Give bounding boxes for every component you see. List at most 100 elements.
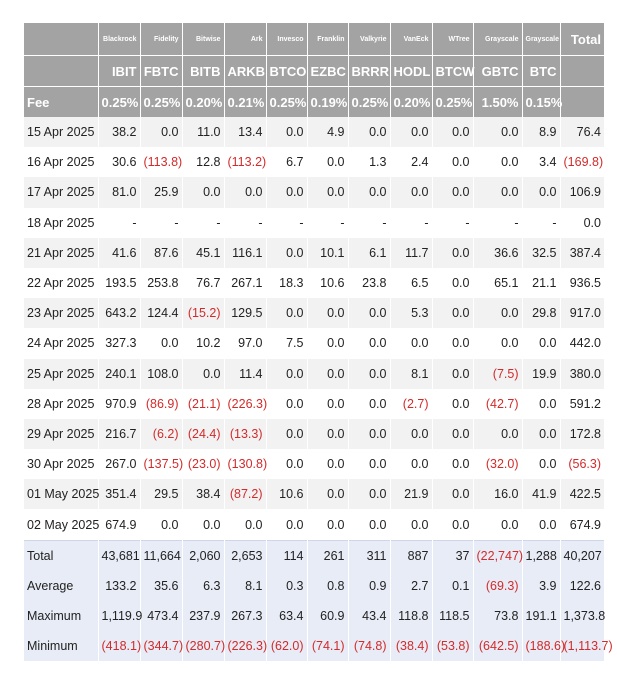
summary-cell: 2,060 (182, 539, 225, 571)
flow-cell: 41.6 (98, 237, 141, 268)
ticker-header: BTC (522, 55, 561, 87)
fee-cell: 0.25% (348, 86, 391, 117)
summary-cell: 1,288 (522, 539, 561, 571)
flow-cell: 0.0 (432, 509, 474, 541)
summary-total-cell: 40,207 (560, 539, 604, 571)
flow-cell: 0.0 (266, 177, 308, 208)
flow-cell: 0.0 (348, 449, 391, 480)
flow-cell: (42.7) (473, 388, 523, 419)
flow-cell: 0.0 (473, 177, 523, 208)
summary-cell: (74.8) (348, 631, 391, 662)
flow-cell: 29.8 (522, 298, 561, 329)
ticker-header: BITB (182, 55, 225, 87)
row-total-cell: (56.3) (560, 449, 604, 480)
flow-cell: 6.1 (348, 237, 391, 268)
summary-total-cell: 122.6 (560, 570, 604, 601)
flow-cell: (113.2) (224, 147, 267, 178)
flow-cell: 0.0 (348, 328, 391, 359)
table-summary: Total 43,681 11,664 2,060 2,653 114 261 311 887 3… (24, 539, 613, 662)
row-total-cell: 674.9 (560, 509, 604, 541)
flow-cell: 0.0 (348, 298, 391, 329)
flow-cell: 0.0 (307, 147, 349, 178)
ticker-total-blank (560, 55, 604, 87)
flow-cell: 32.5 (522, 237, 561, 268)
row-total-cell: (169.8) (560, 147, 604, 178)
date-cell: 28 Apr 2025 (24, 388, 99, 419)
summary-cell: 6.3 (182, 570, 225, 601)
issuer-header: Grayscale (522, 23, 561, 56)
summary-cell: 887 (390, 539, 433, 571)
flow-cell: 0.0 (390, 418, 433, 450)
flow-cell: 0.0 (307, 298, 349, 329)
date-cell: 17 Apr 2025 (24, 177, 99, 208)
summary-cell: 267.3 (224, 601, 267, 632)
ticker-header: FBTC (140, 55, 183, 87)
flow-cell: 643.2 (98, 298, 141, 329)
table-row: 02 May 2025 674.9 0.0 0.0 0.0 0.0 0.0 0.0 0.0 0.0… (24, 509, 604, 541)
flow-cell: - (307, 207, 349, 238)
flow-cell: 1.3 (348, 147, 391, 178)
summary-cell: 0.3 (266, 570, 308, 601)
flow-cell: 65.1 (473, 267, 523, 299)
flow-cell: (130.8) (224, 449, 267, 480)
flow-cell: 0.0 (390, 117, 433, 148)
flow-cell: 0.0 (307, 479, 349, 510)
flow-cell: 0.0 (432, 117, 474, 148)
flow-cell: 0.0 (522, 418, 561, 450)
flow-cell: 0.0 (348, 388, 391, 419)
row-total-cell: 387.4 (560, 237, 604, 268)
row-total-cell: 76.4 (560, 117, 604, 148)
summary-cell: (188.6) (522, 631, 565, 662)
date-cell: 25 Apr 2025 (24, 358, 99, 389)
flow-cell: 6.7 (266, 147, 308, 178)
flow-cell: 0.0 (140, 509, 183, 541)
etf-flows-table-container: Blackrock Fidelity Bitwise Ark Invesco Frankl… (24, 23, 613, 662)
flow-cell: 0.0 (266, 237, 308, 268)
table-row: 25 Apr 2025 240.1 108.0 0.0 11.4 0.0 0.0 0.0 8.1… (24, 358, 604, 389)
fee-cell: 0.25% (266, 86, 308, 117)
issuer-header: WTree (432, 23, 474, 56)
summary-row: Average 133.2 35.6 6.3 8.1 0.3 0.8 0.9 2.7 0.1 (69… (24, 570, 604, 601)
ticker-header: GBTC (473, 55, 523, 87)
flow-cell: 0.0 (266, 418, 308, 450)
row-total-cell: 936.5 (560, 267, 604, 299)
flow-cell: 11.0 (182, 117, 225, 148)
flow-cell: 8.9 (522, 117, 561, 148)
fee-cell: 0.21% (224, 86, 267, 117)
date-cell: 15 Apr 2025 (24, 117, 99, 148)
fee-cell: 0.20% (390, 86, 433, 117)
fee-cell: 0.25% (140, 86, 183, 117)
flow-cell: 0.0 (348, 479, 391, 510)
flow-cell: 0.0 (522, 509, 561, 541)
summary-label: Minimum (24, 631, 99, 662)
ticker-corner-cell (24, 55, 99, 87)
flow-cell: 216.7 (98, 418, 141, 450)
flow-cell: 0.0 (182, 177, 225, 208)
date-cell: 23 Apr 2025 (24, 298, 99, 329)
flow-cell: - (348, 207, 391, 238)
table-row: 22 Apr 2025 193.5 253.8 76.7 267.1 18.3 10.6 23… (24, 267, 604, 299)
date-cell: 24 Apr 2025 (24, 328, 99, 359)
table-row: 23 Apr 2025 643.2 124.4 (15.2) 129.5 0.0 0.0 0.… (24, 298, 604, 329)
table-row: 29 Apr 2025 216.7 (6.2) (24.4) (13.3) 0.0 0.0 0… (24, 418, 604, 450)
flow-cell: 0.0 (266, 509, 308, 541)
flow-cell: (137.5) (140, 449, 183, 480)
summary-cell: 8.1 (224, 570, 267, 601)
flow-cell: 6.5 (390, 267, 433, 299)
summary-label: Total (24, 539, 99, 571)
flow-cell: 0.0 (522, 388, 561, 419)
summary-row: Minimum (418.1) (344.7) (280.7) (226.3) (62.0… (24, 631, 613, 662)
date-cell: 21 Apr 2025 (24, 237, 99, 268)
flow-cell: 0.0 (307, 177, 349, 208)
flow-cell: (32.0) (473, 449, 523, 480)
fee-cell: 0.20% (182, 86, 225, 117)
flow-cell: (86.9) (140, 388, 183, 419)
issuer-header-row: Blackrock Fidelity Bitwise Ark Invesco Frankl… (24, 23, 604, 56)
flow-cell: 19.9 (522, 358, 561, 389)
flow-cell: 0.0 (432, 388, 474, 419)
flow-cell: 0.0 (266, 388, 308, 419)
summary-cell: 0.1 (432, 570, 474, 601)
flow-cell: 0.0 (390, 328, 433, 359)
summary-cell: 261 (307, 539, 349, 571)
summary-cell: (22,747) (473, 539, 523, 571)
